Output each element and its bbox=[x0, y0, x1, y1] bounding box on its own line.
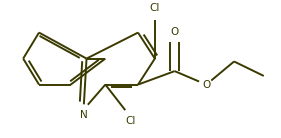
Text: Cl: Cl bbox=[125, 116, 135, 126]
Text: O: O bbox=[202, 80, 210, 90]
Text: Cl: Cl bbox=[150, 3, 160, 13]
Text: N: N bbox=[80, 110, 87, 120]
Text: O: O bbox=[171, 27, 179, 37]
